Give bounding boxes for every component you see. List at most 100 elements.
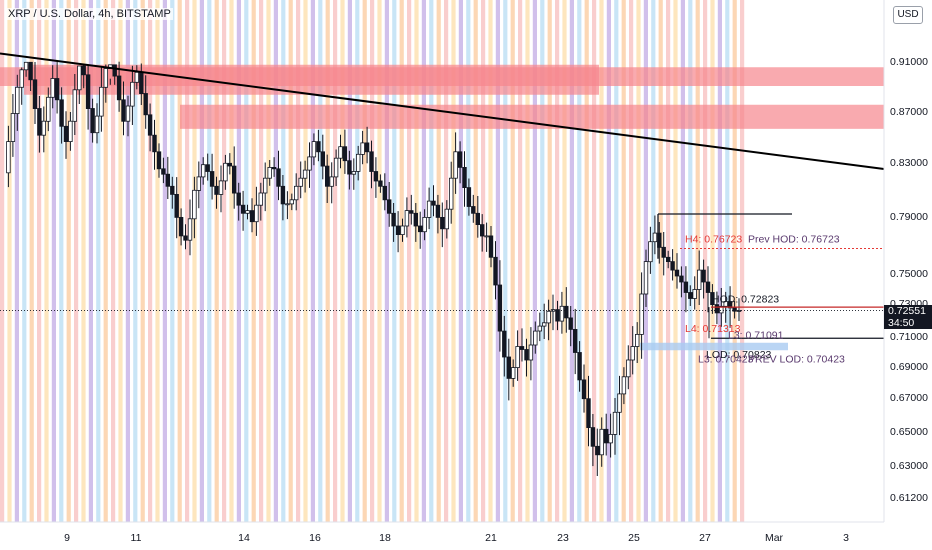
- session-stripe: [207, 0, 212, 522]
- price-axis[interactable]: [884, 0, 932, 522]
- candle-body: [382, 185, 387, 201]
- candle-body: [320, 151, 325, 167]
- candle-body: [448, 177, 454, 210]
- candle-body: [732, 307, 737, 312]
- session-stripe: [458, 0, 463, 522]
- session-stripe: [680, 0, 685, 522]
- candle-body: [116, 75, 122, 101]
- candle-body: [391, 212, 396, 227]
- time-tick-label: 14: [238, 532, 250, 544]
- candle-body: [652, 232, 658, 243]
- session-stripe: [281, 0, 286, 522]
- candle-body: [174, 193, 179, 218]
- price-tick-label: 0.83000: [890, 157, 928, 169]
- session-stripe: [495, 0, 500, 522]
- price-tick-label: 0.71000: [890, 331, 928, 343]
- candle-body: [37, 108, 42, 136]
- session-stripe: [288, 0, 293, 522]
- candle-body: [674, 269, 680, 277]
- session-stripe: [111, 0, 116, 522]
- candle-body: [298, 177, 303, 187]
- time-axis-labels: 9 11 14 16 18 21 23 25 27 Mar 3: [64, 532, 849, 544]
- symbol-title[interactable]: XRP / U.S. Dollar, 4h, BITSTAMP: [6, 8, 173, 20]
- candle-body: [497, 284, 503, 332]
- candle-body: [183, 235, 188, 241]
- level-label: LOD: 0.70823: [706, 349, 772, 361]
- candle-body: [311, 141, 317, 158]
- candle-body: [705, 281, 711, 293]
- candle-body: [209, 171, 215, 187]
- level-label: Prev HOD: 0.76723: [748, 233, 840, 245]
- candle-body: [471, 206, 476, 214]
- candle-body: [72, 89, 77, 122]
- candle-body: [23, 61, 29, 71]
- candle-body: [192, 189, 197, 220]
- candle-body: [223, 162, 228, 182]
- candle-body: [626, 359, 631, 378]
- session-stripe: [436, 0, 441, 522]
- candle-body: [161, 168, 166, 175]
- price-tick-label: 0.63000: [890, 460, 928, 472]
- session-stripe: [266, 0, 271, 522]
- session-stripe: [333, 0, 338, 522]
- level-label: L3: 0.70423: [698, 353, 754, 365]
- currency-button[interactable]: USD: [893, 6, 923, 24]
- session-stripe: [96, 0, 101, 522]
- session-stripe: [37, 0, 42, 522]
- candle-body: [156, 151, 162, 170]
- session-stripe: [22, 0, 27, 522]
- candle-body: [679, 275, 684, 283]
- session-stripe: [717, 0, 722, 522]
- time-tick-label: 23: [557, 532, 569, 544]
- session-stripe: [740, 0, 745, 522]
- candle-body: [10, 113, 16, 142]
- candle-body: [333, 157, 339, 178]
- session-stripe: [229, 0, 234, 522]
- candle-body: [581, 379, 587, 400]
- candle-body: [285, 203, 290, 206]
- candle-body: [435, 204, 441, 218]
- candle-body: [559, 305, 565, 322]
- session-stripe: [392, 0, 397, 522]
- session-stripe: [0, 0, 5, 522]
- session-stripe: [170, 0, 175, 522]
- session-stripe: [525, 0, 530, 522]
- price-axis-labels: 0.910000.870000.830000.790000.750000.730…: [890, 56, 928, 504]
- candle-body: [258, 192, 263, 206]
- candle-body: [152, 134, 157, 153]
- price-tick-label: 0.75000: [890, 268, 928, 280]
- session-stripe: [318, 0, 323, 522]
- candle-body: [240, 204, 246, 214]
- session-stripe: [606, 0, 611, 522]
- candle-body: [6, 141, 11, 174]
- candle-body: [214, 185, 219, 195]
- session-stripe: [303, 0, 308, 522]
- price-tick-label: 0.69000: [890, 361, 928, 373]
- bar-countdown: 34:50: [888, 317, 915, 329]
- candle-body: [462, 166, 467, 188]
- session-stripe: [88, 0, 93, 522]
- candle-body: [19, 69, 24, 88]
- session-stripe: [562, 0, 567, 522]
- candle-body: [280, 185, 286, 205]
- session-stripe: [532, 0, 537, 522]
- session-stripe: [429, 0, 434, 522]
- session-stripe: [636, 0, 641, 522]
- candle-body: [236, 192, 241, 206]
- price-tick-label: 0.65000: [890, 426, 928, 438]
- time-tick-label: 9: [64, 532, 70, 544]
- candle-body: [347, 160, 352, 175]
- session-stripe: [222, 0, 227, 522]
- time-tick-label: 16: [309, 532, 321, 544]
- candle-body: [701, 269, 706, 283]
- time-tick-label: 11: [131, 532, 142, 544]
- candle-body: [90, 108, 95, 134]
- time-axis[interactable]: [0, 522, 932, 550]
- candle-body: [422, 216, 427, 233]
- session-stripe: [162, 0, 167, 522]
- session-stripe: [466, 0, 471, 522]
- last-price-value: 0.72551: [888, 305, 926, 317]
- session-stripe: [340, 0, 345, 522]
- candle-body: [604, 428, 609, 444]
